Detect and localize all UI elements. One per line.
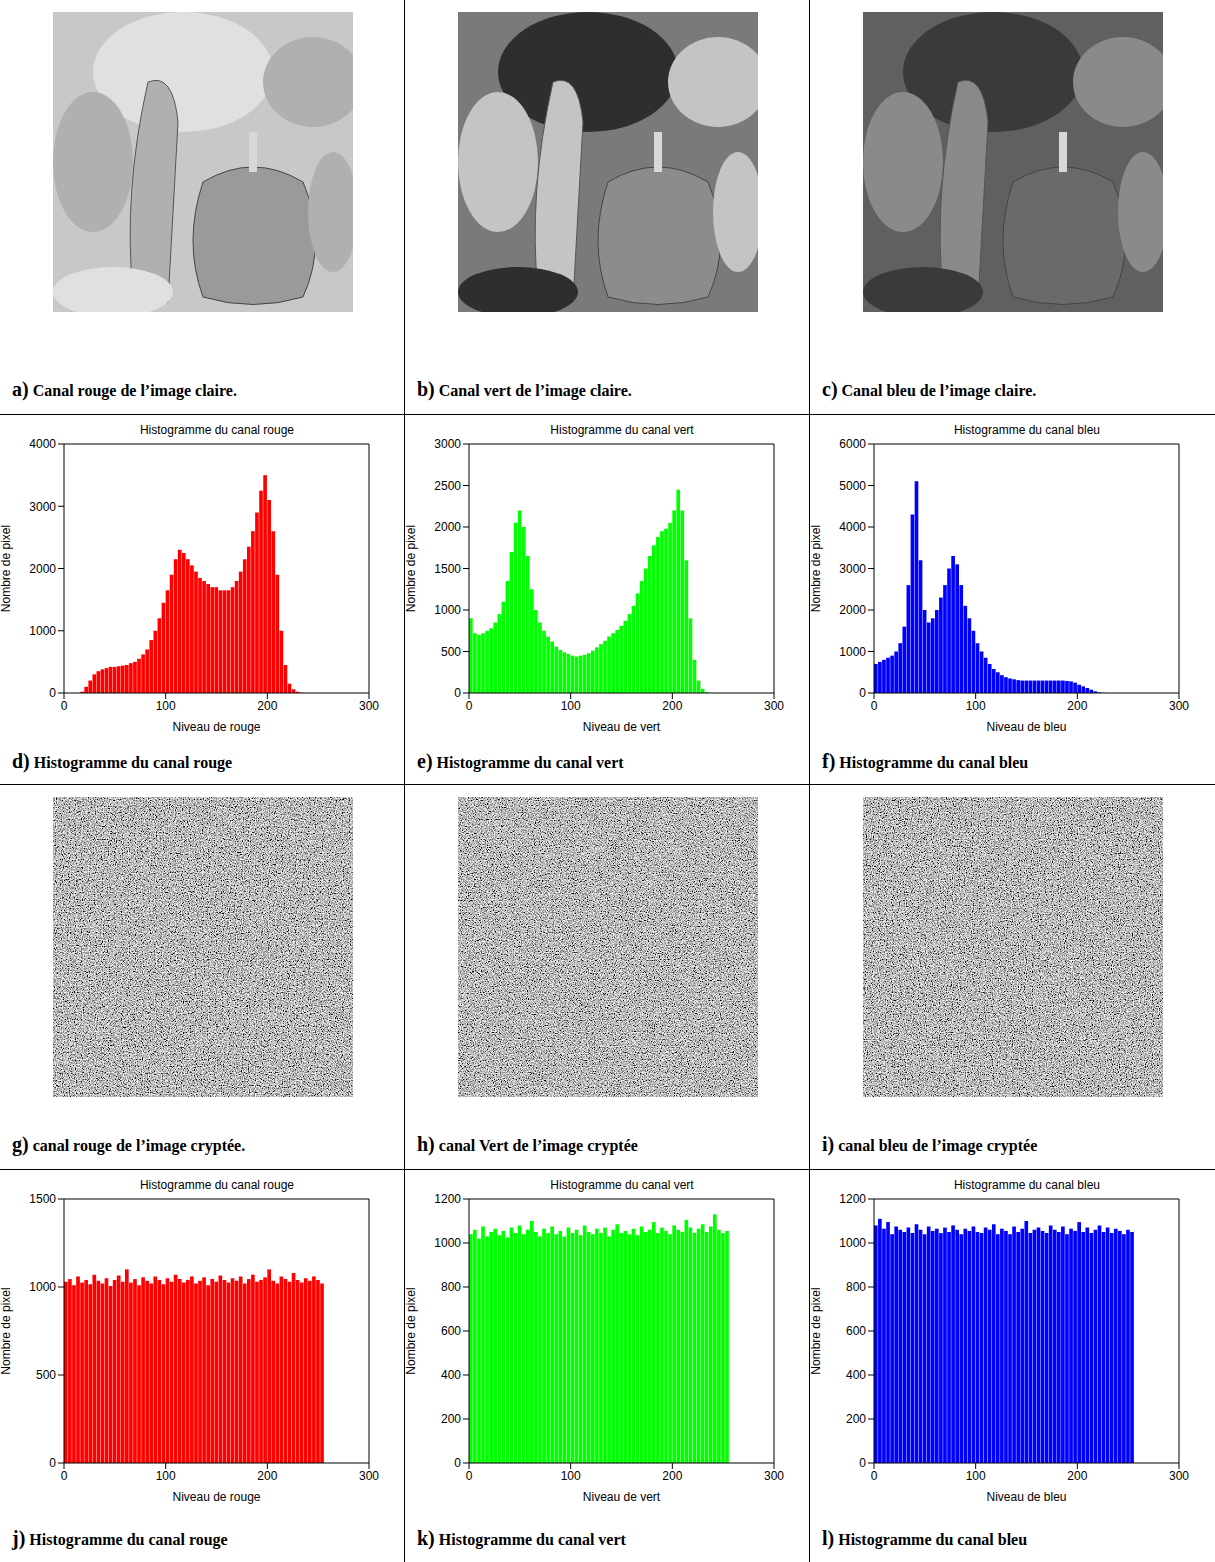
svg-text:100: 100 <box>561 699 581 713</box>
svg-text:800: 800 <box>441 1280 461 1294</box>
svg-text:200: 200 <box>662 699 682 713</box>
svg-text:0: 0 <box>454 686 461 700</box>
svg-text:0: 0 <box>61 699 68 713</box>
svg-text:500: 500 <box>36 1368 56 1382</box>
svg-text:1000: 1000 <box>29 1280 56 1294</box>
svg-text:400: 400 <box>846 1368 866 1382</box>
svg-text:3000: 3000 <box>29 500 56 514</box>
svg-text:1000: 1000 <box>434 603 461 617</box>
svg-text:Niveau de bleu: Niveau de bleu <box>986 720 1066 734</box>
svg-text:100: 100 <box>561 1469 581 1483</box>
svg-text:200: 200 <box>662 1469 682 1483</box>
html-text:l)Histogramme du canal bleu: l)Histogramme du canal bleu <box>822 1527 1028 1549</box>
svg-text:Nombre de pixel: Nombre de pixel <box>405 1287 418 1374</box>
html-text:c)Canal bleu de l’image claire: c)Canal bleu de l’image claire. <box>822 378 1037 400</box>
html-text:i)canal bleu de l’image crypté: i)canal bleu de l’image cryptée <box>822 1133 1038 1155</box>
svg-text:200: 200 <box>1067 1469 1087 1483</box>
svg-text:1500: 1500 <box>29 1192 56 1206</box>
svg-text:100: 100 <box>156 699 176 713</box>
svg-text:3000: 3000 <box>839 562 866 576</box>
svg-text:200: 200 <box>1067 699 1087 713</box>
svg-text:100: 100 <box>156 1469 176 1483</box>
svg-text:3000: 3000 <box>434 437 461 451</box>
svg-text:200: 200 <box>257 699 277 713</box>
svg-text:Nombre de pixel: Nombre de pixel <box>405 525 418 612</box>
svg-text:0: 0 <box>49 686 56 700</box>
html-text:h)canal Vert de l’image crypté: h)canal Vert de l’image cryptée <box>417 1133 638 1155</box>
svg-text:1000: 1000 <box>29 624 56 638</box>
svg-text:0: 0 <box>49 1456 56 1470</box>
svg-text:5000: 5000 <box>839 479 866 493</box>
html-text:k)Histogramme du canal vert: k)Histogramme du canal vert <box>417 1527 626 1549</box>
svg-text:Niveau de bleu: Niveau de bleu <box>986 1490 1066 1504</box>
html-text:j)Histogramme du canal rouge: j)Histogramme du canal rouge <box>12 1527 228 1549</box>
svg-text:Nombre de pixel: Nombre de pixel <box>0 525 13 612</box>
html-text:a)Canal rouge de l’image clair: a)Canal rouge de l’image claire. <box>12 378 237 400</box>
svg-text:2000: 2000 <box>29 562 56 576</box>
svg-text:1200: 1200 <box>839 1192 866 1206</box>
html-text:Histogramme du canal vert: Histogramme du canal vert <box>550 423 694 437</box>
svg-text:2000: 2000 <box>839 603 866 617</box>
html-text:Histogramme du canal rouge: Histogramme du canal rouge <box>140 1178 294 1192</box>
svg-text:200: 200 <box>257 1469 277 1483</box>
svg-text:600: 600 <box>846 1324 866 1338</box>
svg-text:300: 300 <box>764 699 784 713</box>
svg-text:6000: 6000 <box>839 437 866 451</box>
svg-text:Niveau de vert: Niveau de vert <box>583 720 661 734</box>
svg-text:1500: 1500 <box>434 562 461 576</box>
svg-text:0: 0 <box>466 1469 473 1483</box>
svg-text:300: 300 <box>359 699 379 713</box>
svg-text:Nombre de pixel: Nombre de pixel <box>810 1287 823 1374</box>
svg-text:300: 300 <box>1169 1469 1189 1483</box>
svg-text:0: 0 <box>859 1456 866 1470</box>
svg-text:1000: 1000 <box>434 1236 461 1250</box>
html-text:f)Histogramme du canal bleu: f)Histogramme du canal bleu <box>822 750 1029 772</box>
html-text:e)Histogramme du canal vert: e)Histogramme du canal vert <box>417 750 624 772</box>
svg-text:100: 100 <box>966 1469 986 1483</box>
svg-text:Nombre de pixel: Nombre de pixel <box>0 1287 13 1374</box>
svg-text:0: 0 <box>871 1469 878 1483</box>
html-text:Histogramme du canal vert: Histogramme du canal vert <box>550 1178 694 1192</box>
svg-text:200: 200 <box>846 1412 866 1426</box>
svg-text:4000: 4000 <box>29 437 56 451</box>
svg-text:1200: 1200 <box>434 1192 461 1206</box>
html-text:Histogramme du canal bleu: Histogramme du canal bleu <box>954 423 1100 437</box>
svg-text:4000: 4000 <box>839 520 866 534</box>
svg-text:0: 0 <box>871 699 878 713</box>
svg-text:800: 800 <box>846 1280 866 1294</box>
svg-text:2000: 2000 <box>434 520 461 534</box>
svg-text:300: 300 <box>764 1469 784 1483</box>
svg-text:0: 0 <box>454 1456 461 1470</box>
svg-text:300: 300 <box>1169 699 1189 713</box>
html-text:b)Canal vert de l’image claire: b)Canal vert de l’image claire. <box>417 378 632 400</box>
svg-text:Niveau de vert: Niveau de vert <box>583 1490 661 1504</box>
html-text:Histogramme du canal rouge: Histogramme du canal rouge <box>140 423 294 437</box>
svg-text:400: 400 <box>441 1368 461 1382</box>
svg-text:300: 300 <box>359 1469 379 1483</box>
svg-text:Niveau de rouge: Niveau de rouge <box>172 1490 260 1504</box>
svg-text:1000: 1000 <box>839 645 866 659</box>
svg-text:600: 600 <box>441 1324 461 1338</box>
html-text:g)canal rouge de l’image crypt: g)canal rouge de l’image cryptée. <box>12 1133 246 1155</box>
svg-text:Nombre de pixel: Nombre de pixel <box>810 525 823 612</box>
html-text:d)Histogramme du canal rouge: d)Histogramme du canal rouge <box>12 750 233 772</box>
svg-text:0: 0 <box>61 1469 68 1483</box>
svg-text:200: 200 <box>441 1412 461 1426</box>
svg-text:0: 0 <box>466 699 473 713</box>
html-text:Histogramme du canal bleu: Histogramme du canal bleu <box>954 1178 1100 1192</box>
svg-text:500: 500 <box>441 645 461 659</box>
svg-text:Niveau de rouge: Niveau de rouge <box>172 720 260 734</box>
svg-text:2500: 2500 <box>434 479 461 493</box>
svg-text:100: 100 <box>966 699 986 713</box>
svg-text:1000: 1000 <box>839 1236 866 1250</box>
svg-text:0: 0 <box>859 686 866 700</box>
